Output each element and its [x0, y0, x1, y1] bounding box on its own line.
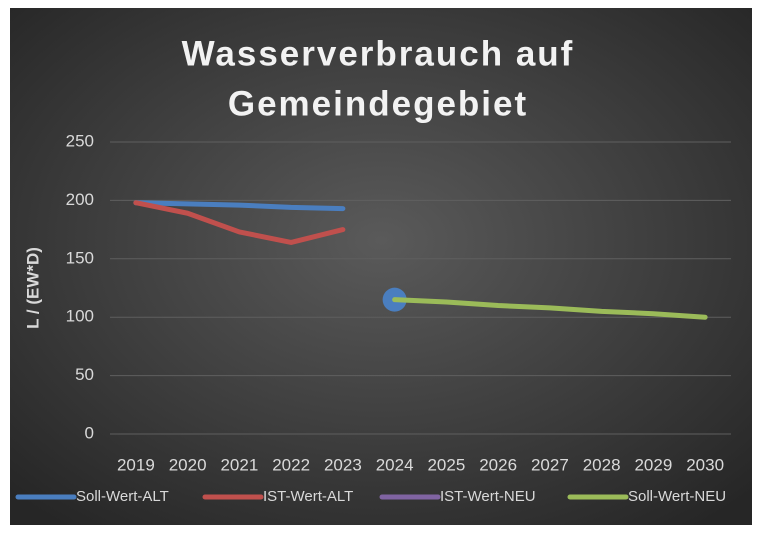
y-axis-label: L / (EW*D): [23, 247, 42, 329]
data-line: [133, 200, 346, 212]
legend-label: IST-Wert-ALT: [263, 488, 353, 505]
x-tick-label: 2022: [272, 455, 310, 474]
x-tick-label: 2024: [376, 455, 414, 474]
x-tick-label: 2021: [220, 455, 258, 474]
legend-label: Soll-Wert-ALT: [76, 488, 169, 505]
y-tick-label: 250: [66, 131, 94, 150]
x-tick-label: 2028: [583, 455, 621, 474]
y-tick-label: 150: [66, 248, 94, 267]
y-tick-label: 100: [66, 307, 94, 326]
y-tick-label: 200: [66, 190, 94, 209]
data-line: [392, 297, 708, 320]
x-tick-label: 2030: [686, 455, 724, 474]
data-line: [133, 200, 346, 245]
chart-title: Gemeindegebiet: [228, 84, 528, 123]
legend-label: Soll-Wert-NEU: [628, 488, 726, 505]
legend-label: IST-Wert-NEU: [440, 488, 536, 505]
chart-background: [10, 8, 752, 525]
x-tick-label: 2023: [324, 455, 362, 474]
x-tick-label: 2020: [169, 455, 207, 474]
x-tick-label: 2029: [634, 455, 672, 474]
x-tick-label: 2019: [117, 455, 155, 474]
y-tick-label: 0: [85, 423, 94, 442]
x-tick-label: 2025: [427, 455, 465, 474]
chart-title: Wasserverbrauch auf: [182, 34, 575, 73]
y-tick-label: 50: [75, 365, 94, 384]
x-tick-label: 2027: [531, 455, 569, 474]
x-tick-label: 2026: [479, 455, 517, 474]
